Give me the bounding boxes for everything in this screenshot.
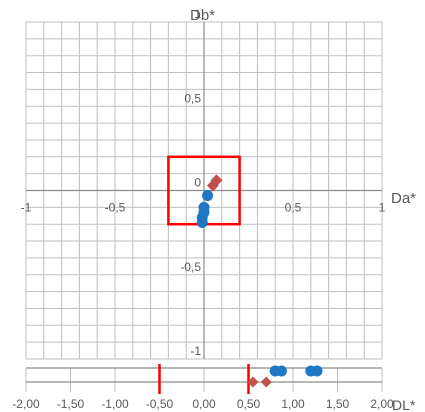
- dl-tick-label: -2,00: [12, 397, 40, 411]
- x-axis-title-da: Da*: [391, 190, 416, 207]
- dl-point-circle: [311, 365, 323, 377]
- x-tick-label: 1: [379, 201, 386, 215]
- y-tick-label: 0,5: [184, 91, 201, 105]
- x-tick-label: 0,5: [285, 201, 302, 215]
- dl-tick-label: 2,00: [370, 397, 394, 411]
- y-axis-title-db: Db*: [190, 7, 215, 24]
- dl-point-diamond: [260, 376, 272, 388]
- x-tick-label: -0,5: [105, 201, 126, 215]
- dl-tick-label: 1,00: [281, 397, 305, 411]
- dl-tick-label: 0,50: [237, 397, 261, 411]
- dl-tick-label: 1,50: [326, 397, 350, 411]
- data-point-diamond: [206, 179, 219, 192]
- dl-point-diamond: [247, 376, 259, 388]
- x-axis-title-dl: DL*: [392, 397, 416, 412]
- data-point-circle: [196, 217, 208, 229]
- dl-point-circle: [275, 365, 287, 377]
- dl-tick-label: 0,00: [192, 397, 216, 411]
- y-tick-label: 1: [194, 7, 201, 21]
- dl-tick-label: -1,50: [57, 397, 85, 411]
- tick-labels: -1 -0,5 0,5 110,50-0,5-1-2,00 -1,50 -1,00 -0,5…: [12, 7, 394, 411]
- axis-layer: [26, 22, 382, 383]
- dl-tick-label: -0,50: [146, 397, 174, 411]
- data-point-circle: [202, 190, 214, 202]
- y-tick-label: -0,5: [180, 260, 201, 274]
- y-tick-label: 0: [194, 176, 201, 190]
- y-tick-label: -1: [190, 344, 201, 358]
- dl-tick-label: -1,00: [101, 397, 129, 411]
- x-tick-label: -1: [21, 201, 32, 215]
- data-points: [196, 174, 323, 388]
